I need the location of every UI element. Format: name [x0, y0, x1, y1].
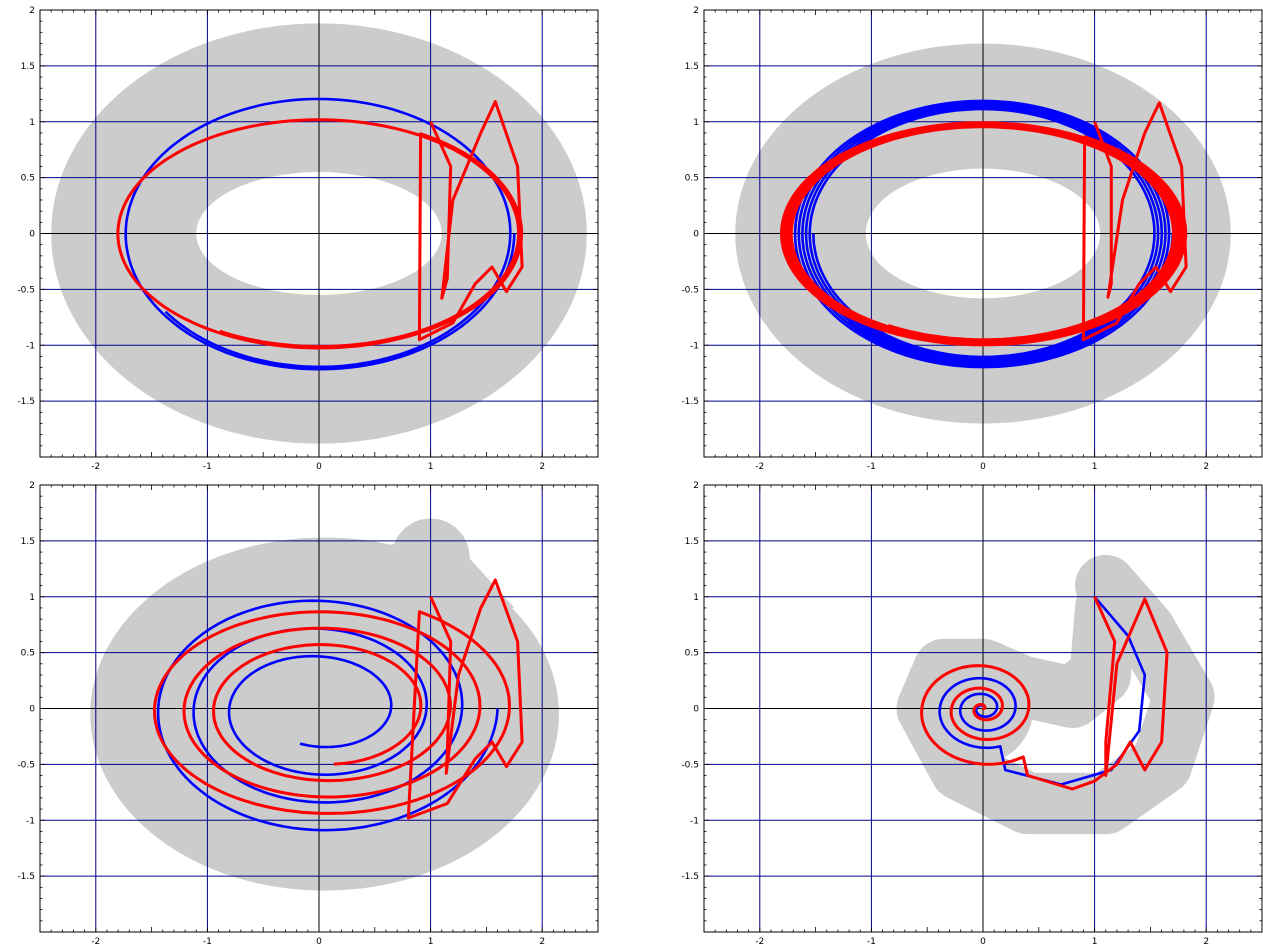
- red-trajectory: [780, 101, 1188, 347]
- y-tick-label: -1: [26, 816, 35, 826]
- y-tick-label: -1: [690, 341, 699, 351]
- y-tick-label: 1: [29, 118, 35, 128]
- x-tick-label: 0: [980, 462, 986, 472]
- x-tick-label: 2: [1203, 462, 1209, 472]
- y-tick-label: 0.5: [685, 174, 699, 184]
- blue-trajectory: [124, 97, 516, 371]
- x-tick-label: 0: [316, 462, 322, 472]
- y-tick-label: 0.5: [21, 174, 35, 184]
- y-tick-label: -1: [690, 816, 699, 826]
- x-tick-label: 1: [1092, 937, 1098, 947]
- x-tick-label: -1: [203, 937, 212, 947]
- x-tick-label: -1: [867, 462, 876, 472]
- x-tick-label: -2: [755, 462, 764, 472]
- y-tick-label: -1.5: [17, 397, 35, 407]
- panel-top-left: -2 -1 0 1 2 -1.5 -1 -0.5 0 0.5 1 1.5 2: [17, 6, 599, 472]
- panel-top-right: -2 -1 0 1 2 -1.5 -1 -0.5 0 0.5 1 1.5 2: [681, 6, 1263, 472]
- red-trajectory: [920, 596, 1169, 791]
- x-tick-label: -1: [867, 937, 876, 947]
- x-tick-label: 0: [980, 937, 986, 947]
- x-tick-label: 2: [539, 462, 545, 472]
- y-tick-label: 1.5: [21, 537, 35, 547]
- x-tick-label: -2: [755, 937, 764, 947]
- y-tick-label: -1: [26, 341, 35, 351]
- y-tick-label: 0.5: [21, 649, 35, 659]
- y-tick-label: -0.5: [681, 760, 699, 770]
- y-tick-label: 1: [693, 118, 699, 128]
- attractor-band: [51, 23, 587, 444]
- x-tick-label: 2: [539, 937, 545, 947]
- x-tick-label: 0: [316, 937, 322, 947]
- y-tick-label: 1.5: [685, 62, 699, 72]
- y-tick-label: -1.5: [681, 872, 699, 882]
- x-tick-label: -2: [91, 937, 100, 947]
- x-tick-label: 1: [428, 937, 434, 947]
- panel-bottom-left: -2 -1 0 1 2 -1.5 -1 -0.5 0 0.5 1 1.5 2: [17, 481, 599, 947]
- x-tick-label: 1: [428, 462, 434, 472]
- x-tick-label: -1: [203, 462, 212, 472]
- panel-bottom-right: -2 -1 0 1 2 -1.5 -1 -0.5 0 0.5 1 1.5 2: [681, 481, 1263, 947]
- y-tick-label: 1.5: [685, 537, 699, 547]
- y-tick-label: 0: [29, 705, 35, 715]
- x-tick-label: 2: [1203, 937, 1209, 947]
- y-tick-label: 1: [29, 593, 35, 603]
- red-trajectory: [116, 100, 524, 350]
- y-tick-label: -1.5: [681, 397, 699, 407]
- attractor-band-bridge: [385, 527, 515, 608]
- y-tick-label: -0.5: [17, 285, 35, 295]
- y-tick-label: 0: [693, 230, 699, 240]
- y-tick-label: 2: [693, 6, 699, 16]
- y-tick-label: 0: [29, 230, 35, 240]
- y-tick-label: -0.5: [681, 285, 699, 295]
- y-tick-label: 1: [693, 593, 699, 603]
- x-tick-label: -2: [91, 462, 100, 472]
- red-trajectory: [153, 578, 524, 820]
- y-tick-label: 2: [29, 481, 35, 491]
- y-tick-label: 0.5: [685, 649, 699, 659]
- x-tick-label: 1: [1092, 462, 1098, 472]
- y-tick-label: -1.5: [17, 872, 35, 882]
- y-tick-label: -0.5: [17, 760, 35, 770]
- y-tick-label: 2: [29, 6, 35, 16]
- y-tick-label: 1.5: [21, 62, 35, 72]
- y-tick-label: 2: [693, 481, 699, 491]
- y-tick-label: 0: [693, 705, 699, 715]
